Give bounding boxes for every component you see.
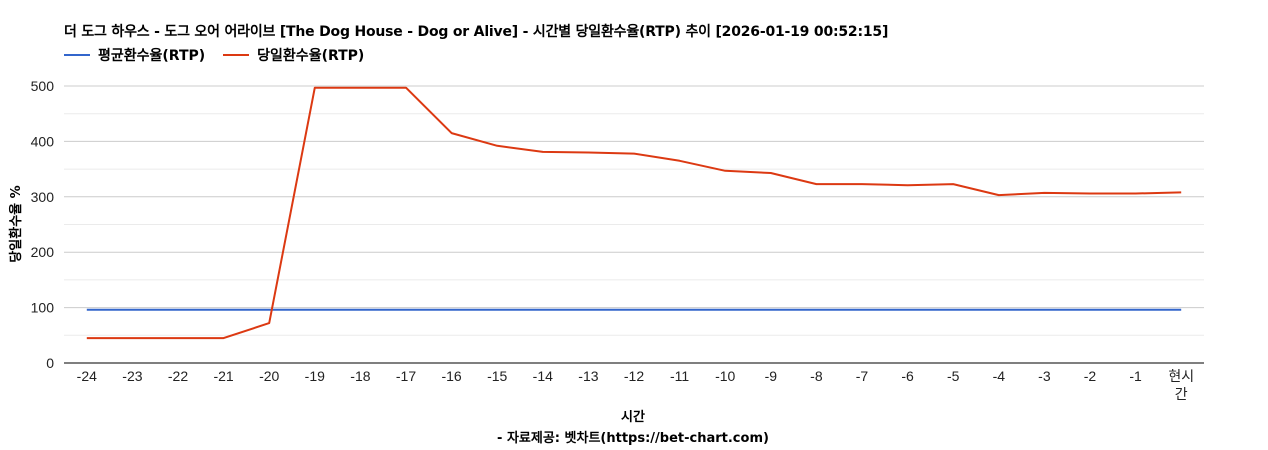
x-tick-label: -7 (856, 368, 869, 384)
x-tick-label: -16 (441, 368, 461, 384)
x-tick-label: -23 (122, 368, 142, 384)
y-tick-label: 500 (31, 78, 55, 94)
y-tick-label: 200 (31, 244, 55, 260)
x-axis-ticks: -24 -23 -22 -21 -20 -19 -18 -17 -16 -15 -14 -13 -12 -… (77, 368, 1194, 402)
chart-legend: 평균환수율(RTP) 당일환수율(RTP) (64, 45, 364, 65)
legend-item-average-rtp[interactable]: 평균환수율(RTP) (64, 45, 205, 65)
series-daily-rtp-line[interactable] (86, 86, 1182, 340)
y-axis-ticks: 0 100 200 300 400 500 (31, 78, 55, 371)
x-tick-label: -20 (259, 368, 279, 384)
legend-label: 평균환수율(RTP) (98, 48, 206, 64)
x-tick-label: -24 (77, 368, 97, 384)
chart-title: 더 도그 하우스 - 도그 오어 어라이브 [The Dog House - D… (64, 24, 889, 40)
x-axis-title: 시간 (621, 409, 645, 425)
x-tick-label: -9 (765, 368, 778, 384)
legend-swatch-blue-icon (64, 54, 90, 56)
gridlines (64, 85, 1204, 364)
x-tick-label: -5 (947, 368, 960, 384)
x-tick-label: -21 (213, 368, 233, 384)
x-tick-label: -22 (168, 368, 188, 384)
legend-item-daily-rtp[interactable]: 당일환수율(RTP) (223, 45, 364, 65)
data-series (86, 86, 1182, 340)
legend-label: 당일환수율(RTP) (257, 48, 365, 64)
x-tick-label: 현시 (1168, 368, 1194, 384)
x-tick-label: -6 (901, 368, 914, 384)
x-tick-label: -10 (715, 368, 735, 384)
x-tick-label: -19 (305, 368, 325, 384)
x-tick-label: -14 (533, 368, 553, 384)
x-tick-label: -13 (578, 368, 598, 384)
y-tick-label: 300 (31, 189, 55, 205)
x-tick-label: 간 (1175, 386, 1188, 402)
x-tick-label: -1 (1129, 368, 1142, 384)
x-tick-label: -2 (1084, 368, 1097, 384)
legend-swatch-red-icon (223, 54, 250, 56)
y-tick-label: 400 (31, 133, 55, 149)
x-tick-label: -4 (993, 368, 1006, 384)
x-tick-label: -18 (350, 368, 370, 384)
x-tick-label: -15 (487, 368, 507, 384)
x-tick-label: -17 (396, 368, 416, 384)
x-tick-label: -12 (624, 368, 644, 384)
y-tick-label: 0 (46, 355, 54, 371)
x-tick-label: -11 (670, 368, 689, 384)
y-tick-label: 100 (31, 300, 55, 316)
y-axis-title: 당일환수율 % (8, 185, 24, 262)
x-tick-label: -3 (1038, 368, 1051, 384)
source-credit: - 자료제공: 벳차트(https://bet-chart.com) (497, 430, 769, 446)
x-tick-label: -8 (810, 368, 823, 384)
